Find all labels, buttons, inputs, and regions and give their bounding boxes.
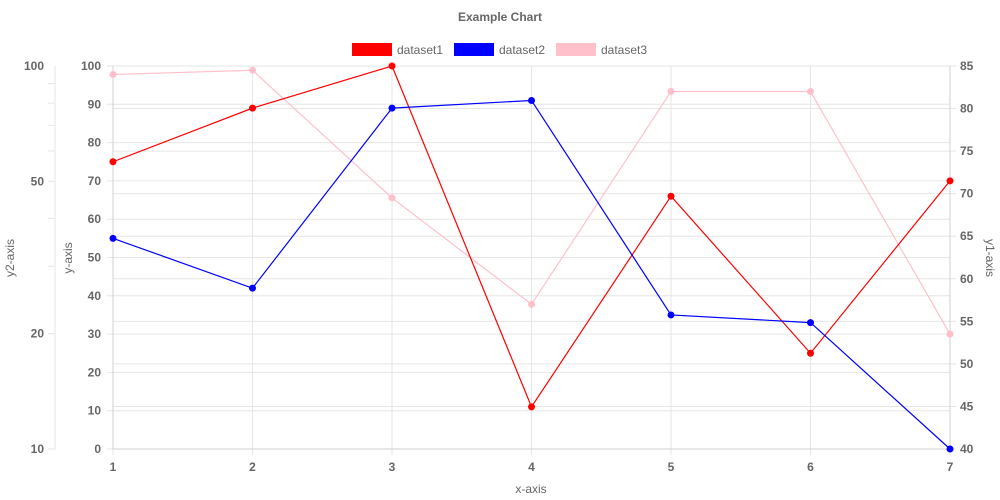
x-tick-label: 6 <box>807 460 814 474</box>
y-tick-label: 20 <box>88 365 102 379</box>
y-tick-label: 10 <box>88 404 102 418</box>
data-point-dataset2 <box>946 445 954 453</box>
x-axis-title: x-axis <box>515 482 546 496</box>
y1-tick-label: 55 <box>960 314 974 328</box>
x-tick-label: 1 <box>110 460 117 474</box>
legend-label-dataset2: dataset2 <box>499 43 545 57</box>
x-tick-label: 3 <box>389 460 396 474</box>
data-point-dataset3 <box>946 330 954 338</box>
data-point-dataset2 <box>388 104 396 112</box>
data-point-dataset3 <box>667 88 675 96</box>
data-point-dataset3 <box>388 194 396 202</box>
data-point-dataset3 <box>528 300 535 308</box>
y-tick-label: 100 <box>81 59 101 73</box>
data-point-dataset1 <box>388 62 396 70</box>
data-point-dataset2 <box>667 311 675 319</box>
legend-label-dataset1: dataset1 <box>397 43 443 57</box>
y1-tick-label: 65 <box>960 229 974 243</box>
chart-title: Example Chart <box>458 10 542 24</box>
legend-swatch-dataset1 <box>352 43 392 56</box>
data-point-dataset3 <box>109 71 117 79</box>
data-point-dataset1 <box>946 177 954 185</box>
y2-tick-label: 50 <box>31 174 45 188</box>
y-tick-label: 50 <box>88 251 102 265</box>
y-tick-label: 80 <box>88 136 102 150</box>
y1-tick-label: 85 <box>960 59 974 73</box>
data-point-dataset1 <box>807 349 814 357</box>
y-tick-label: 0 <box>94 442 101 456</box>
x-tick-label: 7 <box>947 460 954 474</box>
y1-tick-label: 75 <box>960 144 974 158</box>
data-point-dataset3 <box>807 88 814 96</box>
legend-swatch-dataset3 <box>556 43 596 56</box>
legend: dataset1 dataset2 dataset3 <box>352 43 647 57</box>
y-axis-title: y-axis <box>61 242 75 273</box>
y1-tick-label: 50 <box>960 357 974 371</box>
y1-tick-label: 70 <box>960 187 974 201</box>
data-point-dataset2 <box>807 319 814 327</box>
y2-axis-title: y2-axis <box>3 239 17 277</box>
y1-tick-label: 40 <box>960 442 974 456</box>
y-tick-label: 40 <box>88 289 102 303</box>
y-tick-label: 70 <box>88 174 102 188</box>
y1-axis-title: y1-axis <box>983 239 997 277</box>
legend-label-dataset3: dataset3 <box>601 43 647 57</box>
y2-tick-label: 10 <box>31 442 45 456</box>
data-point-dataset3 <box>249 66 256 74</box>
data-point-dataset1 <box>249 104 256 112</box>
data-point-dataset2 <box>109 234 117 242</box>
grid-layer <box>107 65 956 455</box>
legend-swatch-dataset2 <box>454 43 494 56</box>
y-tick-label: 90 <box>88 97 102 111</box>
y2-tick-label: 20 <box>31 327 45 341</box>
data-point-dataset2 <box>528 96 535 104</box>
y1-tick-label: 60 <box>960 272 974 286</box>
x-tick-label: 2 <box>249 460 256 474</box>
x-tick-label: 5 <box>668 460 675 474</box>
series-layer <box>109 62 954 453</box>
data-point-dataset1 <box>528 403 535 411</box>
x-tick-label: 4 <box>528 460 535 474</box>
axes-layer: x-axis y-axis y2-axis y1-axis 1 2 3 4 5 6 7010… <box>3 59 997 496</box>
data-point-dataset1 <box>667 192 675 200</box>
y1-tick-label: 80 <box>960 102 974 116</box>
y-tick-label: 60 <box>88 212 102 226</box>
y-tick-label: 30 <box>88 327 102 341</box>
data-point-dataset1 <box>109 158 117 166</box>
data-point-dataset2 <box>249 284 256 292</box>
y2-tick-label: 100 <box>24 59 44 73</box>
y1-tick-label: 45 <box>960 399 974 413</box>
